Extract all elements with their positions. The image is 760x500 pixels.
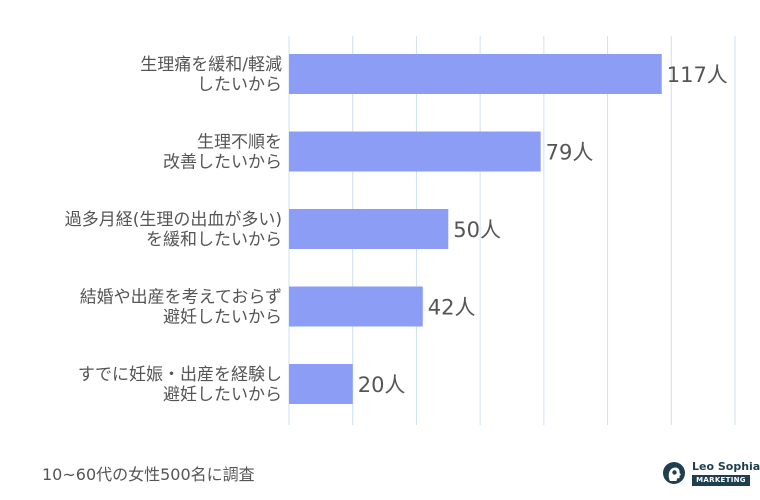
logo-name: Leo Sophia [692, 460, 760, 473]
data-label: 42人 [428, 296, 476, 320]
bar [289, 209, 449, 249]
category-label: したいから [197, 75, 282, 95]
bars [289, 54, 662, 404]
bar [289, 286, 423, 327]
bar [289, 131, 541, 172]
data-label: 50人 [453, 218, 501, 242]
bar [289, 364, 353, 404]
category-labels: 生理痛を緩和/軽減したいから生理不順を改善したいから過多月経(生理の出血が多い)… [65, 55, 282, 405]
bar [289, 54, 662, 94]
category-label: 生理不順を [197, 133, 282, 153]
category-label: 結婚や出産を考えておらず [80, 288, 282, 308]
head-silhouette-icon [663, 462, 685, 484]
brand-logo: Leo Sophia MARKETING [662, 459, 760, 489]
data-label: 79人 [546, 141, 594, 165]
bar-chart: 生理痛を緩和/軽減したいから生理不順を改善したいから過多月経(生理の出血が多い)… [65, 36, 736, 425]
category-label: 避妊したいから [163, 308, 282, 328]
category-label: 過多月経(生理の出血が多い) [65, 210, 282, 230]
data-label: 20人 [358, 373, 406, 397]
value-labels: 117人 79人 50人 42人 20人 [358, 63, 728, 397]
category-label: を緩和したいから [146, 230, 282, 250]
data-label: 117人 [667, 63, 728, 87]
category-label: 生理痛を緩和/軽減 [140, 55, 282, 75]
survey-footnote: 10~60代の女性500名に調査 [42, 465, 255, 484]
category-label: 避妊したいから [163, 385, 282, 405]
category-label: すでに妊娠・出産を経験し [78, 365, 282, 385]
category-label: 改善したいから [163, 153, 282, 173]
logo-tagline: MARKETING [692, 475, 750, 486]
